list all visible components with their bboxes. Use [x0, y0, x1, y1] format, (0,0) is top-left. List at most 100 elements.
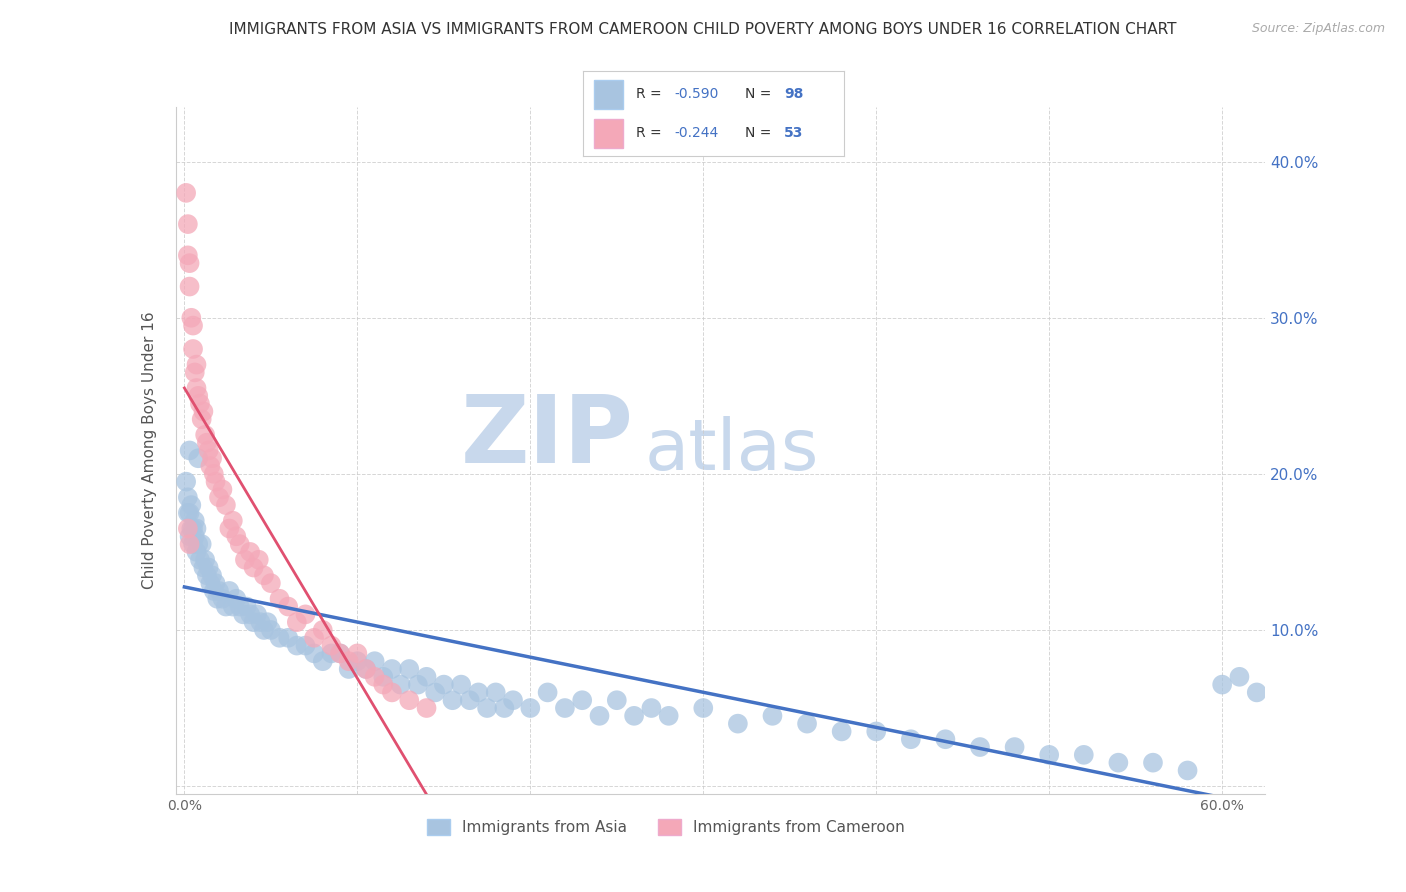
Point	[354, 662, 377, 676]
Point	[202, 467, 225, 481]
Point	[536, 685, 558, 699]
Point	[179, 443, 201, 458]
Point	[218, 583, 240, 598]
Point	[184, 514, 207, 528]
Point	[218, 521, 240, 535]
Point	[229, 537, 252, 551]
Point	[229, 599, 252, 614]
Point	[458, 693, 481, 707]
Point	[184, 529, 207, 543]
Point	[215, 498, 238, 512]
Text: 53: 53	[783, 127, 803, 140]
Point	[242, 560, 264, 574]
Point	[329, 646, 352, 660]
Point	[277, 599, 299, 614]
Point	[1211, 678, 1233, 692]
Point	[277, 631, 299, 645]
Point	[195, 435, 218, 450]
Point	[373, 670, 395, 684]
Text: N =: N =	[745, 127, 776, 140]
Point	[415, 701, 437, 715]
FancyBboxPatch shape	[593, 119, 623, 147]
Text: -0.590: -0.590	[675, 87, 718, 101]
Point	[302, 646, 325, 660]
Point	[186, 358, 208, 372]
Point	[177, 506, 200, 520]
Point	[179, 537, 201, 551]
Point	[934, 732, 956, 747]
Point	[302, 631, 325, 645]
Point	[831, 724, 853, 739]
Point	[177, 521, 200, 535]
Point	[194, 552, 217, 567]
Point	[321, 646, 343, 660]
Point	[294, 639, 316, 653]
Point	[180, 521, 202, 535]
Point	[201, 451, 224, 466]
Point	[179, 506, 201, 520]
Point	[441, 693, 464, 707]
Point	[475, 701, 498, 715]
Point	[1142, 756, 1164, 770]
Point	[373, 678, 395, 692]
Point	[321, 639, 343, 653]
Point	[249, 615, 271, 630]
Point	[253, 623, 276, 637]
Point	[865, 724, 887, 739]
Point	[1038, 747, 1060, 762]
Point	[1229, 670, 1251, 684]
Point	[181, 318, 204, 333]
Point	[1107, 756, 1129, 770]
Point	[1246, 685, 1268, 699]
Point	[389, 678, 412, 692]
Point	[269, 631, 291, 645]
Point	[202, 583, 225, 598]
Point	[181, 521, 204, 535]
Point	[193, 560, 215, 574]
Point	[232, 607, 254, 622]
Point	[179, 529, 201, 543]
Point	[201, 568, 224, 582]
Point	[207, 591, 229, 606]
Point	[177, 490, 200, 504]
Point	[415, 670, 437, 684]
Point	[211, 591, 233, 606]
Text: R =: R =	[636, 87, 665, 101]
Text: atlas: atlas	[644, 416, 818, 485]
Point	[188, 552, 211, 567]
Point	[1177, 764, 1199, 778]
Point	[208, 490, 231, 504]
Point	[181, 537, 204, 551]
Point	[312, 623, 335, 637]
Y-axis label: Child Poverty Among Boys Under 16: Child Poverty Among Boys Under 16	[142, 311, 157, 590]
Point	[363, 654, 385, 668]
Point	[494, 701, 516, 715]
Point	[519, 701, 541, 715]
Legend: Immigrants from Asia, Immigrants from Cameroon: Immigrants from Asia, Immigrants from Ca…	[422, 813, 911, 841]
Point	[197, 443, 219, 458]
Point	[253, 568, 276, 582]
Point	[180, 498, 202, 512]
Point	[174, 475, 197, 489]
Point	[285, 639, 308, 653]
Point	[188, 396, 211, 410]
Point	[186, 521, 208, 535]
Point	[623, 708, 645, 723]
Point	[235, 599, 257, 614]
Point	[381, 685, 404, 699]
Point	[239, 607, 262, 622]
Point	[640, 701, 662, 715]
Text: Source: ZipAtlas.com: Source: ZipAtlas.com	[1251, 22, 1385, 36]
Point	[193, 404, 215, 418]
Point	[1073, 747, 1095, 762]
Point	[346, 654, 368, 668]
Point	[796, 716, 818, 731]
Point	[502, 693, 524, 707]
Point	[260, 623, 283, 637]
Point	[211, 483, 233, 497]
Point	[181, 342, 204, 356]
Point	[354, 662, 377, 676]
Point	[200, 458, 222, 473]
Point	[398, 662, 420, 676]
Point	[174, 186, 197, 200]
